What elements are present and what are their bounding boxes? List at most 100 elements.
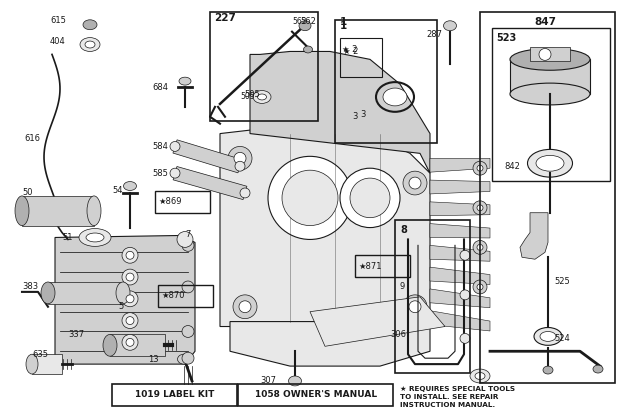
Circle shape (126, 252, 134, 259)
Circle shape (240, 188, 250, 198)
Ellipse shape (41, 282, 55, 304)
Text: 7: 7 (185, 230, 190, 239)
Bar (340, 38, 382, 77)
Circle shape (350, 178, 390, 218)
Ellipse shape (528, 150, 572, 177)
Text: 684: 684 (152, 83, 168, 92)
Text: 524: 524 (554, 334, 570, 343)
Text: 635: 635 (32, 350, 48, 359)
Circle shape (170, 142, 180, 152)
Ellipse shape (179, 77, 191, 85)
Circle shape (182, 240, 194, 252)
Text: 5: 5 (118, 302, 123, 311)
Polygon shape (173, 166, 247, 199)
Circle shape (403, 295, 427, 318)
Ellipse shape (86, 233, 104, 242)
Circle shape (239, 301, 251, 313)
Circle shape (477, 205, 483, 211)
Polygon shape (430, 289, 490, 308)
Polygon shape (55, 235, 195, 364)
Bar (112, 384, 237, 406)
Polygon shape (430, 158, 490, 172)
Circle shape (409, 301, 421, 313)
Text: 337: 337 (68, 330, 84, 339)
Circle shape (473, 161, 487, 175)
Text: 842: 842 (504, 162, 520, 171)
Text: 383: 383 (22, 282, 38, 292)
Ellipse shape (288, 376, 301, 386)
Bar (492, 28, 610, 181)
Text: 50: 50 (22, 188, 32, 197)
Text: 51: 51 (62, 233, 73, 242)
Text: 9: 9 (400, 282, 405, 292)
Circle shape (473, 280, 487, 294)
Bar (158, 285, 213, 307)
Text: 562: 562 (292, 17, 306, 26)
Ellipse shape (543, 366, 553, 374)
Text: 306: 306 (390, 330, 406, 339)
Ellipse shape (299, 21, 311, 31)
Bar (48, 282, 123, 304)
Text: 54: 54 (112, 186, 123, 195)
Circle shape (268, 157, 352, 240)
Circle shape (460, 250, 470, 260)
Ellipse shape (510, 83, 590, 105)
Ellipse shape (79, 228, 111, 247)
Text: 584: 584 (152, 142, 168, 151)
Text: ★ REQUIRES SPECIAL TOOLS
TO INSTALL. SEE REPAIR
INSTRUCTION MANUAL.: ★ REQUIRES SPECIAL TOOLS TO INSTALL. SEE… (400, 386, 515, 408)
Bar (335, 20, 437, 143)
Circle shape (122, 269, 138, 285)
Circle shape (182, 325, 194, 337)
Text: ★870: ★870 (161, 291, 185, 300)
Ellipse shape (26, 354, 38, 374)
Circle shape (126, 317, 134, 325)
Polygon shape (310, 297, 445, 347)
Ellipse shape (83, 20, 97, 30)
Polygon shape (250, 52, 430, 173)
Ellipse shape (177, 354, 190, 364)
Circle shape (477, 284, 483, 290)
Ellipse shape (510, 48, 590, 70)
Ellipse shape (116, 282, 130, 304)
Ellipse shape (85, 41, 95, 48)
Text: 562: 562 (300, 17, 316, 26)
Polygon shape (430, 180, 490, 194)
Text: 8: 8 (400, 225, 407, 235)
Text: 3: 3 (360, 110, 365, 119)
Text: 1: 1 (340, 17, 347, 27)
Text: 585: 585 (152, 169, 168, 178)
Circle shape (122, 247, 138, 263)
Text: 525: 525 (554, 278, 570, 287)
Circle shape (403, 171, 427, 195)
Ellipse shape (123, 182, 136, 190)
Text: 404: 404 (50, 37, 66, 46)
Text: 227: 227 (214, 13, 236, 23)
Circle shape (473, 240, 487, 254)
Text: onlinemowerparts.com: onlinemowerparts.com (238, 196, 382, 209)
Ellipse shape (443, 21, 456, 31)
Text: 287: 287 (426, 30, 442, 39)
Circle shape (473, 201, 487, 215)
Text: ★871: ★871 (358, 262, 381, 271)
Bar (395, 220, 470, 373)
Text: 616: 616 (24, 134, 40, 143)
Ellipse shape (540, 332, 556, 342)
Circle shape (477, 165, 483, 171)
Bar (355, 255, 410, 277)
Ellipse shape (475, 373, 485, 380)
Ellipse shape (87, 196, 101, 225)
Circle shape (409, 177, 421, 189)
Polygon shape (430, 245, 490, 261)
Ellipse shape (383, 88, 407, 106)
Bar (155, 191, 210, 213)
Ellipse shape (304, 46, 312, 53)
Text: 847: 847 (534, 17, 556, 27)
Bar (480, 12, 615, 383)
Circle shape (539, 48, 551, 60)
Circle shape (234, 152, 246, 164)
Circle shape (182, 281, 194, 293)
Ellipse shape (80, 38, 100, 52)
Text: 523: 523 (496, 33, 516, 43)
Ellipse shape (534, 328, 562, 345)
Bar (510, 59, 590, 94)
